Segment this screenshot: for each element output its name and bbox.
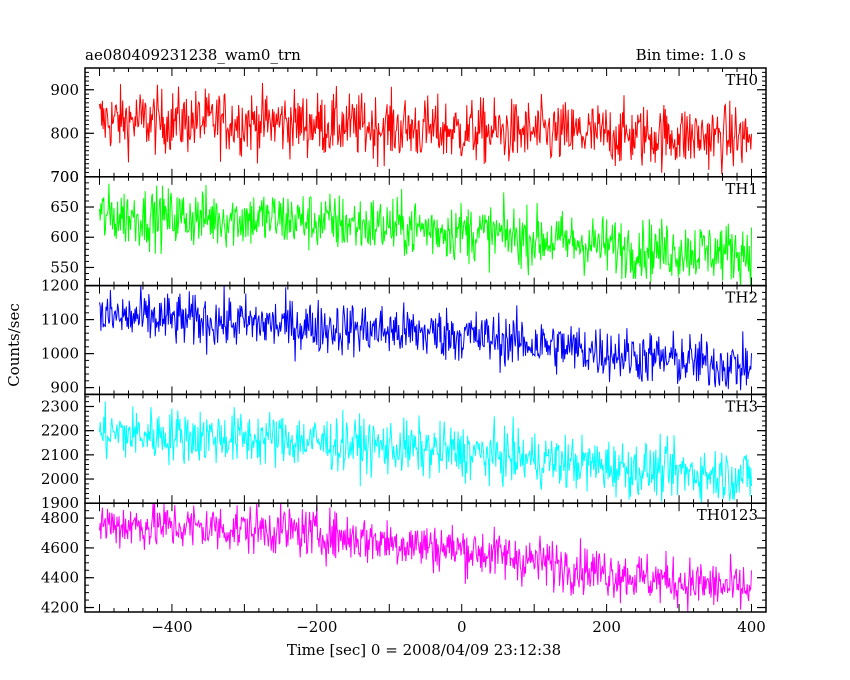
panel-th1: 550 600 650 700 TH1	[50, 168, 767, 287]
y-tick-label: 700	[50, 168, 79, 186]
panel-name-label: TH2	[725, 289, 758, 307]
y-tick-label: 900	[50, 379, 79, 397]
y-tick-label: 1200	[41, 277, 79, 295]
x-tick-label: 0	[457, 618, 467, 636]
x-tick-label: −200	[296, 618, 337, 636]
y-tick-label: 2000	[41, 470, 79, 488]
y-axis-label: Counts/sec	[5, 303, 23, 387]
series-line-th2	[99, 285, 752, 391]
y-tick-label: 1100	[41, 311, 79, 329]
y-tick-label: 1900	[41, 494, 79, 512]
y-tick-label: 650	[50, 198, 79, 216]
panel-th0: 700 800 900 TH0	[50, 67, 767, 186]
panels-group: 700800900TH0550600650700TH19001000110012…	[41, 67, 767, 617]
y-tick-label: 700	[50, 168, 79, 186]
y-tick-label: 2200	[41, 422, 79, 440]
x-tick-label: 200	[592, 618, 621, 636]
y-tick-label: 4200	[41, 599, 79, 617]
panel-name-label: TH1	[725, 180, 758, 198]
x-axis-label: Time [sec] 0 = 2008/04/09 23:12:38	[287, 641, 561, 659]
y-tick-label: 4400	[41, 569, 79, 587]
panel-name-label: TH0	[725, 71, 758, 89]
y-tick-label: 550	[50, 258, 79, 276]
y-tick-label: 1000	[41, 345, 79, 363]
panel-th2: 900 1000 1100 1200 TH2	[41, 277, 767, 397]
panel-name-label: TH3	[725, 397, 758, 415]
bin-time-label: Bin time: 1.0 s	[636, 46, 746, 64]
series-line-th1	[99, 183, 752, 286]
x-tick-label: 400	[737, 618, 766, 636]
series-line-th3	[99, 401, 752, 504]
chart-title: ae080409231238_wam0_trn	[85, 46, 301, 64]
y-tick-label: 4800	[41, 509, 79, 527]
panel-th0123: 4200 4400 4600 4800 TH0123	[41, 502, 767, 617]
y-tick-label: 900	[50, 81, 79, 99]
x-tick-labels: −400 −200 0 200 400	[151, 618, 765, 636]
series-line-th0	[99, 82, 752, 175]
x-tick-label: −400	[151, 618, 192, 636]
y-tick-label: 2100	[41, 446, 79, 464]
series-line-th0123	[99, 503, 752, 612]
panel-name-label: TH0123	[697, 506, 758, 524]
y-tick-label: 2300	[41, 397, 79, 415]
y-tick-label: 4600	[41, 539, 79, 557]
y-tick-label: 600	[50, 228, 79, 246]
panel-th3: 1900 2000 2100 2200 2300 TH3	[41, 393, 767, 512]
panel-frame	[84, 502, 767, 613]
y-tick-label: 800	[50, 124, 79, 142]
